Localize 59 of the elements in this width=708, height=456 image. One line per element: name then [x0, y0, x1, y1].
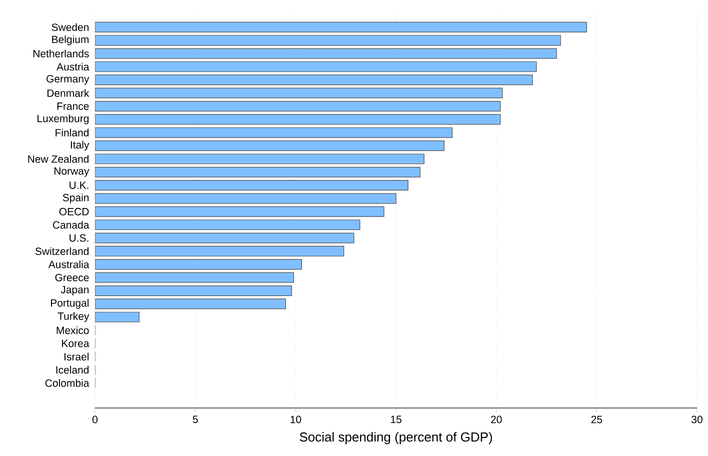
bar [95, 100, 501, 112]
y-tick-label: Canada [52, 220, 90, 229]
y-tick-label: Italy [70, 140, 90, 151]
y-tick-label: U.K. [70, 182, 88, 189]
y-tick-label: Greece [55, 274, 89, 282]
x-tick-label: 15 [390, 416, 402, 424]
x-tick-label: 5 [192, 416, 198, 424]
x-tick-label: 20 [491, 416, 502, 424]
bar [95, 154, 424, 164]
y-tick-label: Spain [62, 194, 89, 204]
y-tick-label: Australia [48, 260, 90, 268]
bar [95, 127, 452, 138]
bar [95, 74, 533, 86]
y-tick-label: Colombia [45, 379, 90, 387]
bar [95, 35, 561, 46]
y-tick-label: Israel [64, 352, 89, 360]
x-tick-label: 30 [692, 416, 702, 424]
bar [95, 259, 302, 270]
bar [95, 88, 503, 98]
bar [95, 220, 360, 230]
bar [95, 180, 408, 191]
x-tick-label: 0 [92, 416, 98, 424]
y-tick-label: New Zealand [28, 155, 89, 163]
y-tick-label: Switzerland [35, 247, 89, 256]
y-tick-label: Austria [56, 62, 90, 71]
bar [95, 298, 286, 310]
y-tick-label: Japan [60, 286, 89, 296]
bar [95, 312, 140, 322]
y-tick-label: Belgium [52, 35, 89, 46]
bar [95, 61, 537, 72]
bar [95, 232, 354, 244]
bar [95, 246, 344, 256]
bar [95, 285, 292, 296]
y-tick-label: OECD [59, 208, 89, 216]
y-tick-label: Netherlands [33, 50, 89, 58]
y-tick-label: Germany [46, 75, 90, 85]
y-tick-label: Mexico [56, 326, 89, 334]
y-tick-label: Turkey [58, 312, 90, 322]
y-tick-label: Sweden [52, 23, 89, 32]
bar [95, 114, 501, 125]
y-tick-label: Finland [56, 128, 89, 136]
y-tick-label: Korea [62, 340, 90, 348]
y-tick-label: Norway [54, 167, 90, 177]
bar [95, 272, 294, 283]
bar [95, 48, 557, 59]
x-axis-title: Social spending (percent of GDP) [300, 432, 492, 444]
x-tick-label: 10 [290, 416, 302, 424]
bar [95, 166, 420, 178]
y-tick-label: U.S. [70, 234, 88, 242]
bar [95, 22, 587, 32]
y-tick-label: Denmark [47, 89, 90, 97]
x-tick-label: 25 [591, 416, 602, 424]
y-tick-label: Luxemburg [38, 114, 89, 124]
y-tick-label: France [57, 102, 89, 110]
bar [95, 206, 384, 217]
y-tick-label: Portugal [50, 298, 89, 309]
bar [95, 140, 444, 151]
bar [95, 193, 396, 204]
y-tick-label: Iceland [56, 366, 89, 374]
